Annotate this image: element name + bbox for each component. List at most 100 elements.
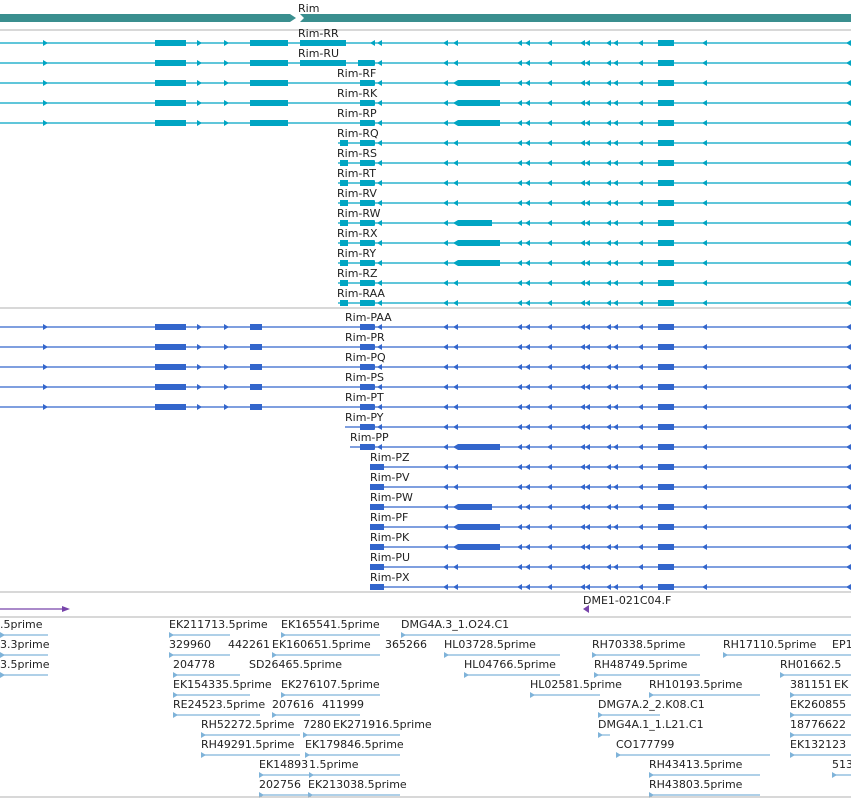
protein-feature[interactable] bbox=[370, 544, 851, 550]
direction-arrow bbox=[702, 40, 707, 46]
protein-feature[interactable] bbox=[0, 324, 851, 330]
direction-arrow bbox=[43, 120, 48, 126]
transcript-feature[interactable] bbox=[0, 40, 851, 46]
protein-feature[interactable] bbox=[0, 404, 851, 410]
direction-arrow bbox=[547, 140, 552, 146]
direction-arrow bbox=[517, 424, 522, 430]
transcript-feature[interactable] bbox=[0, 80, 851, 86]
transcript-feature[interactable] bbox=[338, 180, 851, 186]
direction-arrow bbox=[547, 200, 552, 206]
transcript-feature[interactable] bbox=[338, 140, 851, 146]
exon-block bbox=[458, 524, 500, 530]
direction-arrow bbox=[702, 200, 707, 206]
est-feature-row[interactable] bbox=[201, 752, 851, 758]
protein-feature[interactable] bbox=[0, 384, 851, 390]
direction-arrow bbox=[585, 364, 590, 370]
transcript-feature[interactable] bbox=[338, 220, 851, 226]
direction-arrow bbox=[377, 384, 382, 390]
protein-feature[interactable] bbox=[0, 344, 851, 350]
bac-track[interactable]: DME1-021C04.F bbox=[0, 594, 671, 613]
direction-arrow bbox=[638, 524, 643, 530]
est-label: RH43803.5prime bbox=[649, 778, 743, 791]
direction-arrow bbox=[370, 80, 375, 86]
exon-block bbox=[658, 100, 674, 106]
direction-arrow bbox=[547, 40, 552, 46]
direction-arrow bbox=[525, 444, 530, 450]
est-arrow bbox=[790, 692, 795, 698]
est-feature-row[interactable] bbox=[259, 792, 760, 798]
est-arrow bbox=[790, 732, 795, 738]
exon-block bbox=[360, 260, 374, 266]
direction-arrow bbox=[370, 260, 375, 266]
direction-arrow bbox=[613, 80, 618, 86]
direction-arrow bbox=[846, 120, 851, 126]
direction-arrow bbox=[377, 344, 382, 350]
transcript-feature[interactable] bbox=[338, 260, 851, 266]
direction-arrow bbox=[580, 344, 585, 350]
direction-arrow bbox=[525, 80, 530, 86]
est-arrow bbox=[169, 652, 174, 658]
protein-label: Rim-PT bbox=[345, 391, 384, 404]
direction-arrow bbox=[846, 464, 851, 470]
transcript-feature[interactable] bbox=[0, 120, 851, 126]
direction-arrow bbox=[702, 260, 707, 266]
exon-block bbox=[658, 404, 674, 410]
bac-end-arrow[interactable] bbox=[583, 605, 589, 613]
protein-feature[interactable] bbox=[370, 484, 851, 490]
exon-block bbox=[360, 300, 374, 306]
direction-arrow bbox=[377, 524, 382, 530]
transcript-feature[interactable] bbox=[0, 100, 851, 106]
direction-arrow bbox=[547, 120, 552, 126]
direction-arrow bbox=[370, 100, 375, 106]
est-feature-row[interactable] bbox=[0, 632, 851, 638]
est-arrow bbox=[0, 652, 5, 658]
exon-block bbox=[360, 364, 374, 370]
direction-arrow bbox=[525, 180, 530, 186]
est-feature-row[interactable] bbox=[173, 692, 851, 698]
protein-feature[interactable] bbox=[350, 444, 851, 450]
est-arrow bbox=[464, 672, 469, 678]
gene-feature-left[interactable] bbox=[0, 14, 296, 22]
transcript-feature[interactable] bbox=[0, 60, 851, 66]
est-feature-row[interactable] bbox=[259, 772, 851, 778]
direction-arrow bbox=[547, 280, 552, 286]
transcript-feature[interactable] bbox=[338, 280, 851, 286]
direction-arrow bbox=[547, 180, 552, 186]
transcript-feature[interactable] bbox=[338, 200, 851, 206]
direction-arrow bbox=[453, 280, 458, 286]
protein-feature[interactable] bbox=[370, 584, 851, 590]
direction-arrow bbox=[525, 60, 530, 66]
est-feature-row[interactable] bbox=[0, 652, 851, 658]
direction-arrow bbox=[370, 324, 375, 330]
direction-arrow bbox=[224, 364, 229, 370]
direction-arrow bbox=[613, 384, 618, 390]
direction-arrow bbox=[377, 504, 382, 510]
protein-feature[interactable] bbox=[370, 564, 851, 570]
direction-arrow bbox=[580, 240, 585, 246]
direction-arrow bbox=[702, 424, 707, 430]
direction-arrow bbox=[377, 80, 382, 86]
direction-arrow bbox=[443, 140, 448, 146]
est-feature-row[interactable] bbox=[173, 712, 851, 718]
protein-feature[interactable] bbox=[370, 504, 851, 510]
direction-arrow bbox=[547, 584, 552, 590]
protein-feature[interactable] bbox=[0, 364, 851, 370]
protein-feature[interactable] bbox=[345, 424, 851, 430]
protein-feature[interactable] bbox=[370, 464, 851, 470]
protein-feature[interactable] bbox=[370, 524, 851, 530]
direction-arrow bbox=[580, 200, 585, 206]
direction-arrow bbox=[585, 260, 590, 266]
direction-arrow bbox=[453, 484, 458, 490]
transcript-feature[interactable] bbox=[338, 240, 851, 246]
direction-arrow bbox=[525, 280, 530, 286]
gene-feature-right[interactable] bbox=[300, 14, 851, 22]
est-label: RE24523.5prime bbox=[173, 698, 265, 711]
est-feature-row[interactable] bbox=[201, 732, 851, 738]
transcript-feature[interactable] bbox=[338, 160, 851, 166]
gene-track[interactable]: Rim bbox=[0, 2, 851, 22]
direction-arrow bbox=[613, 504, 618, 510]
direction-arrow bbox=[846, 140, 851, 146]
est-feature-row[interactable] bbox=[0, 672, 851, 678]
transcript-feature[interactable] bbox=[338, 300, 851, 306]
